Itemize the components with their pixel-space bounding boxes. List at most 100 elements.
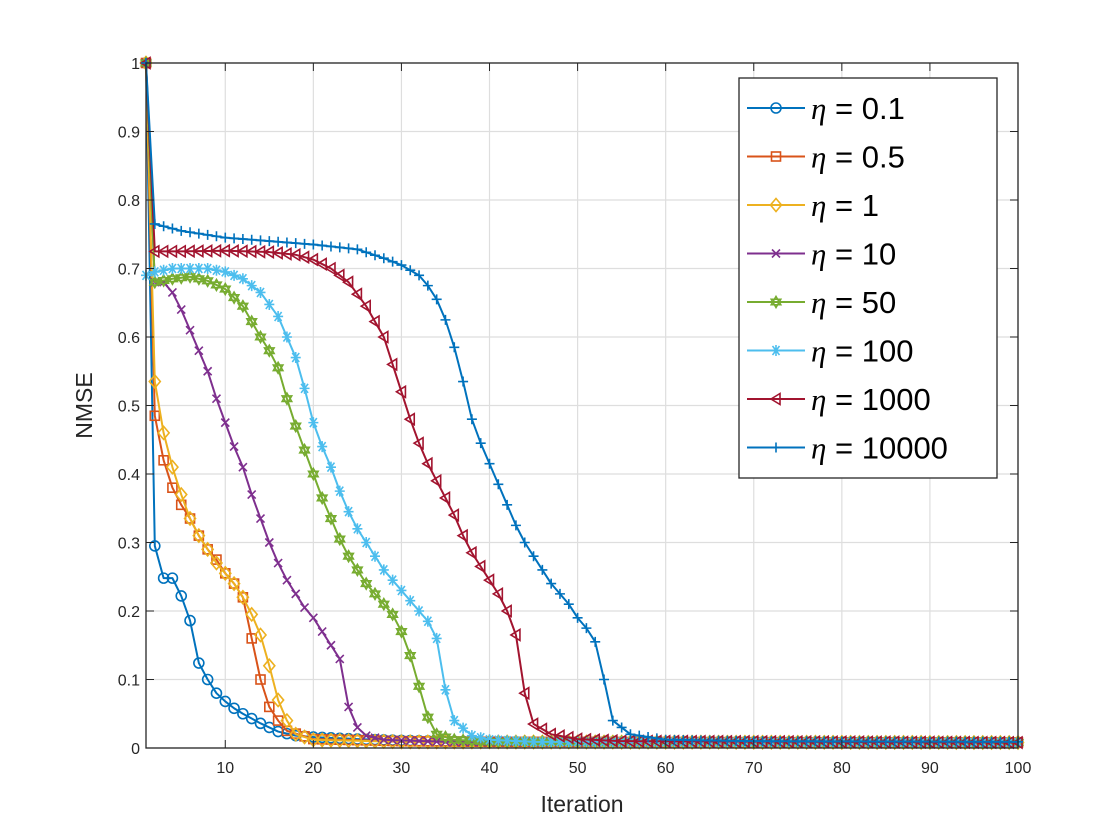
data-point-marker (317, 240, 328, 251)
legend-item: η = 10000 (747, 431, 948, 466)
data-point-marker (771, 442, 781, 453)
data-point-marker (343, 506, 354, 518)
data-point-marker (245, 712, 258, 725)
data-point-marker (326, 640, 336, 650)
data-point-marker (546, 578, 557, 589)
x-tick-label: 90 (921, 760, 939, 777)
data-point-marker (281, 331, 292, 343)
data-point-marker (343, 243, 354, 254)
data-point-marker (238, 462, 248, 472)
legend-value: = 10 (826, 237, 896, 272)
x-tick-label: 80 (833, 760, 851, 777)
data-point-marker (289, 247, 301, 262)
legend-value: = 100 (826, 334, 913, 369)
data-point-marker (192, 271, 205, 286)
data-point-marker (378, 253, 389, 264)
data-point-marker (229, 442, 239, 452)
data-point-marker (165, 459, 179, 475)
data-point-marker (458, 722, 469, 734)
data-point-marker (770, 102, 782, 114)
data-point-marker (325, 241, 336, 252)
data-point-marker (210, 687, 223, 700)
data-point-marker (889, 736, 900, 747)
data-point-marker (770, 151, 782, 162)
data-point-marker (149, 540, 161, 552)
data-point-marker (185, 227, 196, 238)
data-point-marker (951, 736, 962, 747)
data-point-marker (412, 679, 426, 694)
data-point-marker (396, 584, 407, 596)
data-point-marker (766, 736, 777, 747)
legend-item: η = 1000 (747, 382, 931, 417)
x-axis-label: Iteration (540, 791, 623, 817)
data-point-marker (342, 549, 355, 564)
data-point-marker (695, 735, 706, 746)
data-point-marker (317, 441, 328, 453)
data-point-marker (458, 376, 469, 387)
data-point-marker (291, 589, 301, 599)
data-point-marker (360, 576, 373, 591)
data-point-marker (193, 228, 204, 239)
legend-symbol: η (811, 188, 826, 223)
data-point-marker (403, 412, 416, 427)
data-point-marker (185, 325, 195, 335)
data-point-marker (237, 273, 248, 285)
data-point-marker (262, 658, 276, 674)
data-point-marker (422, 615, 433, 627)
data-point-marker (456, 528, 468, 543)
x-tick-label: 70 (745, 760, 763, 777)
data-point-marker (783, 736, 794, 747)
data-point-marker (801, 736, 812, 747)
data-point-marker (368, 586, 382, 601)
data-point-marker (290, 238, 301, 249)
legend-value: = 1000 (826, 382, 930, 417)
data-point-marker (273, 310, 284, 322)
data-point-marker (227, 575, 241, 592)
data-point-marker (678, 735, 689, 746)
data-point-marker (308, 239, 319, 250)
y-tick-label: 0.6 (118, 330, 140, 347)
legend-symbol: η (811, 237, 826, 272)
data-point-marker (544, 727, 556, 742)
data-point-marker (432, 736, 442, 747)
data-point-marker (819, 736, 830, 747)
data-point-marker (333, 732, 347, 749)
data-point-marker (193, 263, 204, 274)
data-point-marker (554, 736, 565, 748)
data-point-marker (519, 537, 530, 548)
data-point-marker (590, 636, 601, 647)
series-7 (141, 58, 1023, 747)
data-point-marker (290, 352, 301, 364)
data-point-marker (237, 707, 249, 720)
data-point-marker (325, 461, 336, 473)
data-point-marker (387, 256, 398, 267)
data-point-marker (342, 275, 354, 290)
data-point-marker (378, 564, 389, 576)
data-point-marker (394, 384, 407, 399)
data-point-marker (271, 360, 285, 375)
data-point-marker (229, 233, 240, 244)
data-point-marker (361, 247, 372, 258)
data-point-marker (395, 624, 408, 639)
data-point-marker (465, 545, 477, 560)
data-point-marker (236, 299, 250, 314)
y-tick-label: 0.4 (118, 467, 140, 484)
data-point-marker (771, 345, 781, 356)
data-point-marker (933, 736, 944, 747)
data-point-marker (176, 305, 186, 315)
data-point-marker (289, 418, 302, 434)
data-point-marker (352, 244, 363, 255)
x-tick-label: 60 (657, 760, 675, 777)
legend-value: = 1 (826, 188, 879, 223)
legend-item: η = 50 (747, 285, 896, 320)
data-point-marker (297, 729, 312, 745)
data-point-marker (245, 606, 259, 623)
data-point-marker (669, 734, 680, 745)
data-point-marker (828, 736, 839, 747)
data-point-marker (350, 733, 364, 749)
data-point-marker (176, 225, 187, 236)
data-point-marker (466, 414, 477, 425)
data-point-marker (447, 508, 460, 523)
data-point-marker (218, 565, 232, 582)
data-point-marker (438, 491, 451, 505)
